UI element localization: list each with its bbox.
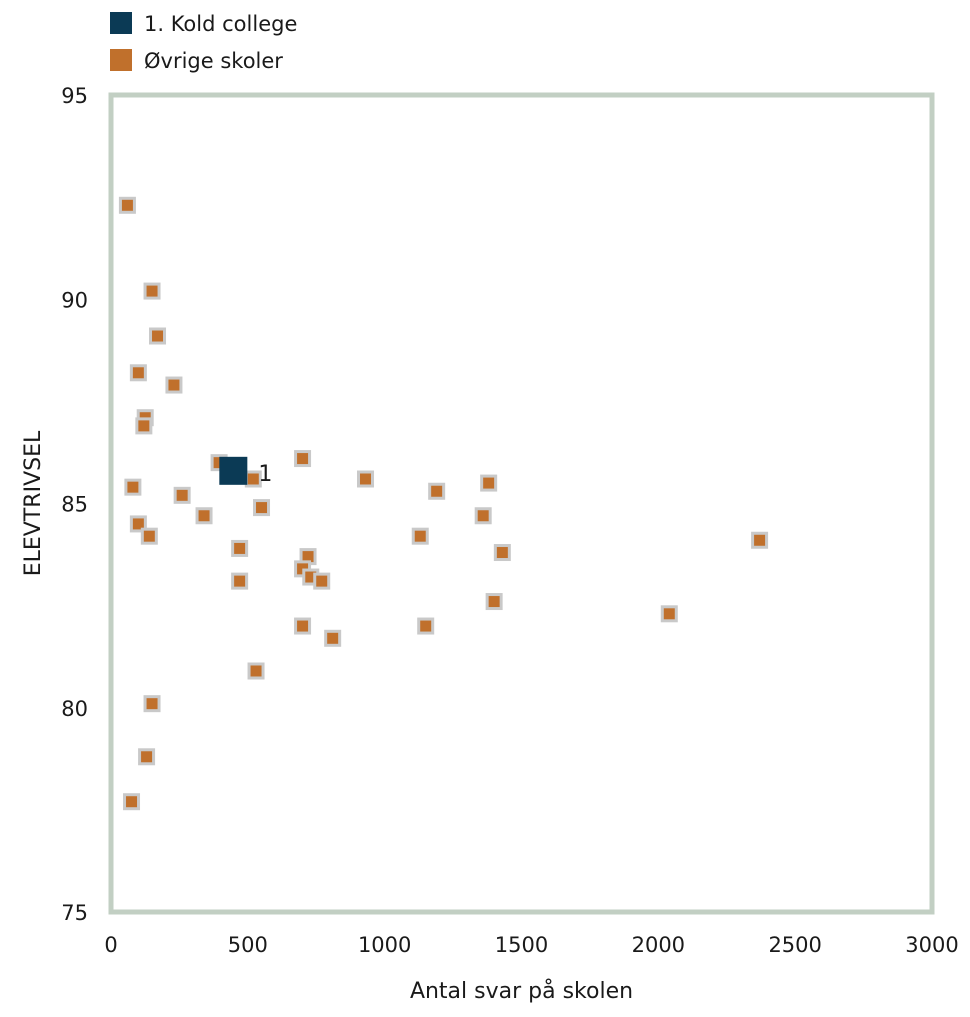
scatter-point <box>428 482 446 500</box>
x-tick-label: 1500 <box>495 933 548 957</box>
y-axis-title: ELEVTRIVSEL <box>21 430 46 576</box>
scatter-point <box>140 527 158 545</box>
legend-swatch <box>110 12 132 34</box>
x-tick-label: 3000 <box>905 933 958 957</box>
y-tick-label: 75 <box>61 901 88 925</box>
point-label: 1 <box>258 462 272 487</box>
data-points: 1 <box>118 196 769 811</box>
x-axis-title: Antal svar på skolen <box>410 978 633 1004</box>
x-tick-label: 0 <box>104 933 117 957</box>
scatter-point <box>124 478 142 496</box>
scatter-point <box>231 539 249 557</box>
x-axis-ticks: 0 500 1000 1500 2000 2500 3000 <box>104 933 958 957</box>
legend: 1. Kold college Øvrige skoler <box>110 12 297 73</box>
scatter-point <box>474 507 492 525</box>
scatter-point <box>129 364 147 382</box>
scatter-point <box>485 593 503 611</box>
y-tick-label: 85 <box>61 493 88 517</box>
scatter-point <box>411 527 429 545</box>
x-tick-label: 500 <box>228 933 268 957</box>
scatter-point <box>493 544 511 562</box>
scatter-point <box>173 486 191 504</box>
scatter-point <box>660 605 678 623</box>
scatter-point <box>123 793 141 811</box>
legend-swatch <box>110 49 132 71</box>
scatter-point <box>751 531 769 549</box>
scatter-point <box>253 499 271 517</box>
scatter-point <box>165 376 183 394</box>
legend-label: 1. Kold college <box>144 12 297 36</box>
scatter-point <box>138 748 156 766</box>
scatter-point <box>231 572 249 590</box>
x-tick-label: 2000 <box>632 933 685 957</box>
scatter-point <box>143 282 161 300</box>
scatter-point <box>149 327 167 345</box>
scatter-point <box>417 617 435 635</box>
plot-area-frame <box>108 92 935 915</box>
y-axis-ticks: 75 80 85 90 95 <box>61 84 88 925</box>
scatter-point <box>324 629 342 647</box>
x-tick-label: 1000 <box>358 933 411 957</box>
scatter-point <box>294 450 312 468</box>
legend-label: Øvrige skoler <box>144 49 283 73</box>
x-tick-label: 2500 <box>768 933 821 957</box>
y-tick-label: 90 <box>61 288 88 312</box>
scatter-point <box>294 617 312 635</box>
highlight-point <box>219 456 248 485</box>
scatter-point <box>143 695 161 713</box>
y-tick-label: 95 <box>61 84 88 108</box>
scatter-point <box>247 662 265 680</box>
y-tick-label: 80 <box>61 697 88 721</box>
scatter-point <box>195 507 213 525</box>
scatter-point <box>118 196 136 214</box>
scatter-point <box>313 572 331 590</box>
scatter-point <box>129 515 147 533</box>
scatter-point <box>480 474 498 492</box>
scatter-point <box>135 417 153 435</box>
scatter-point <box>357 470 375 488</box>
